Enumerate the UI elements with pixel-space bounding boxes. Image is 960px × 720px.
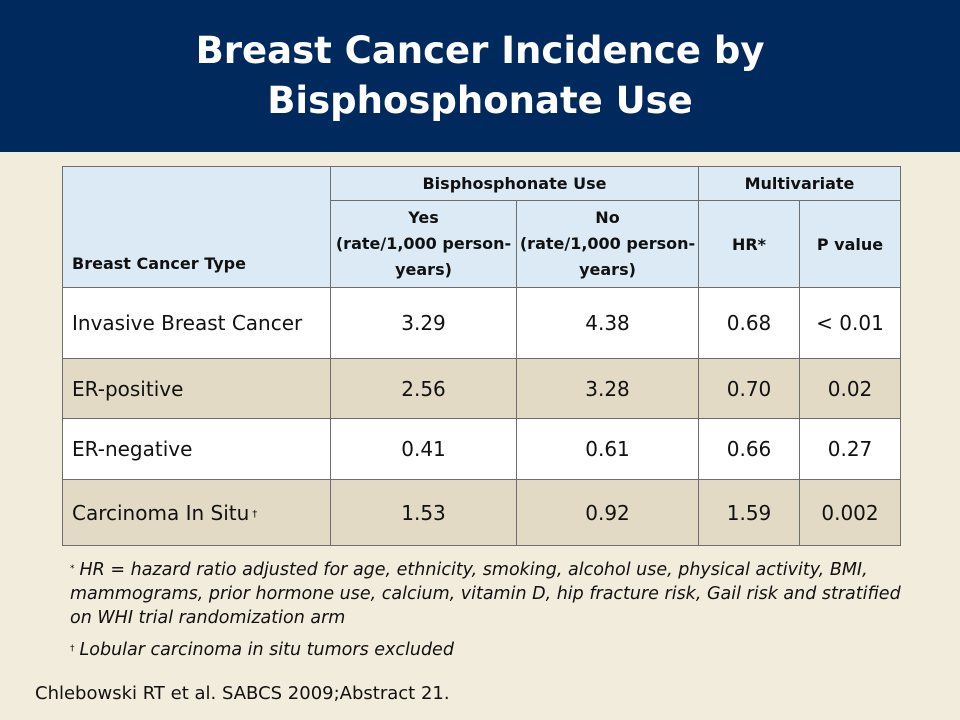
footnote-lcis: † Lobular carcinoma in situ tumors exclud… [70,638,920,662]
header-p-value: P value [799,200,901,288]
row-yes-rate: 2.56 [330,358,517,419]
header-bisphosphonate-use: Bisphosphonate Use [330,166,699,201]
header-breast-cancer-type: Breast Cancer Type [62,166,331,288]
table-row: ER-negative 0.41 0.61 0.66 0.27 [62,418,901,480]
footnote-hr: * HR = hazard ratio adjusted for age, eth… [70,558,920,630]
row-hr: 1.59 [698,479,800,546]
row-p-value: 0.002 [799,479,901,546]
header-yes: Yes (rate/1,000 person-years) [330,200,517,288]
footnote-text: Lobular carcinoma in situ tumors exclude… [79,640,454,660]
row-type: ER-positive [62,358,331,419]
row-type-cell: Carcinoma In Situ † [62,479,331,546]
table-row: ER-positive 2.56 3.28 0.70 0.02 [62,358,901,419]
table-row: Invasive Breast Cancer 3.29 4.38 0.68 < … [62,287,901,359]
header-row-columns: Yes (rate/1,000 person-years) No (rate/1… [63,200,901,288]
row-no-rate: 0.92 [516,479,699,546]
footnote-text: HR = hazard ratio adjusted for age, ethn… [70,560,901,628]
header-no-unit: (rate/1,000 person-years) [519,234,696,279]
footnote-marker: † [70,644,75,654]
header-row-groups: Breast Cancer Type Bisphosphonate Use Mu… [62,166,901,288]
row-hr: 0.70 [698,358,800,419]
row-yes-rate: 3.29 [330,287,517,359]
row-p-value: 0.02 [799,358,901,419]
row-no-rate: 3.28 [516,358,699,419]
header-no: No (rate/1,000 person-years) [516,200,699,288]
row-type: Carcinoma In Situ [72,500,250,525]
citation: Chlebowski RT et al. SABCS 2009;Abstract… [35,683,450,704]
row-type: Invasive Breast Cancer [62,287,331,359]
row-hr: 0.66 [698,418,800,480]
header-yes-unit: (rate/1,000 person-years) [335,234,512,279]
footnotes: * HR = hazard ratio adjusted for age, eth… [70,558,920,662]
row-yes-rate: 1.53 [330,479,517,546]
slide-title-line-1: Breast Cancer Incidence by [195,29,765,72]
row-hr: 0.68 [698,287,800,359]
row-p-value: 0.27 [799,418,901,480]
row-type: ER-negative [62,418,331,480]
row-yes-rate: 0.41 [330,418,517,480]
results-table: Breast Cancer Type Bisphosphonate Use Mu… [62,166,901,546]
slide-title-line-2: Bisphosphonate Use [267,79,693,122]
header-hr: HR* [698,200,800,288]
row-p-value: < 0.01 [799,287,901,359]
title-bar: Breast Cancer Incidence by Bisphosphonat… [0,0,960,152]
row-no-rate: 4.38 [516,287,699,359]
dagger-marker: † [252,508,258,520]
header-yes-label: Yes [408,208,439,227]
header-multivariate: Multivariate [698,166,901,201]
table-row: Carcinoma In Situ † 1.53 0.92 1.59 0.002 [62,479,901,546]
header-no-label: No [595,208,620,227]
row-no-rate: 0.61 [516,418,699,480]
footnote-marker: * [70,564,75,574]
